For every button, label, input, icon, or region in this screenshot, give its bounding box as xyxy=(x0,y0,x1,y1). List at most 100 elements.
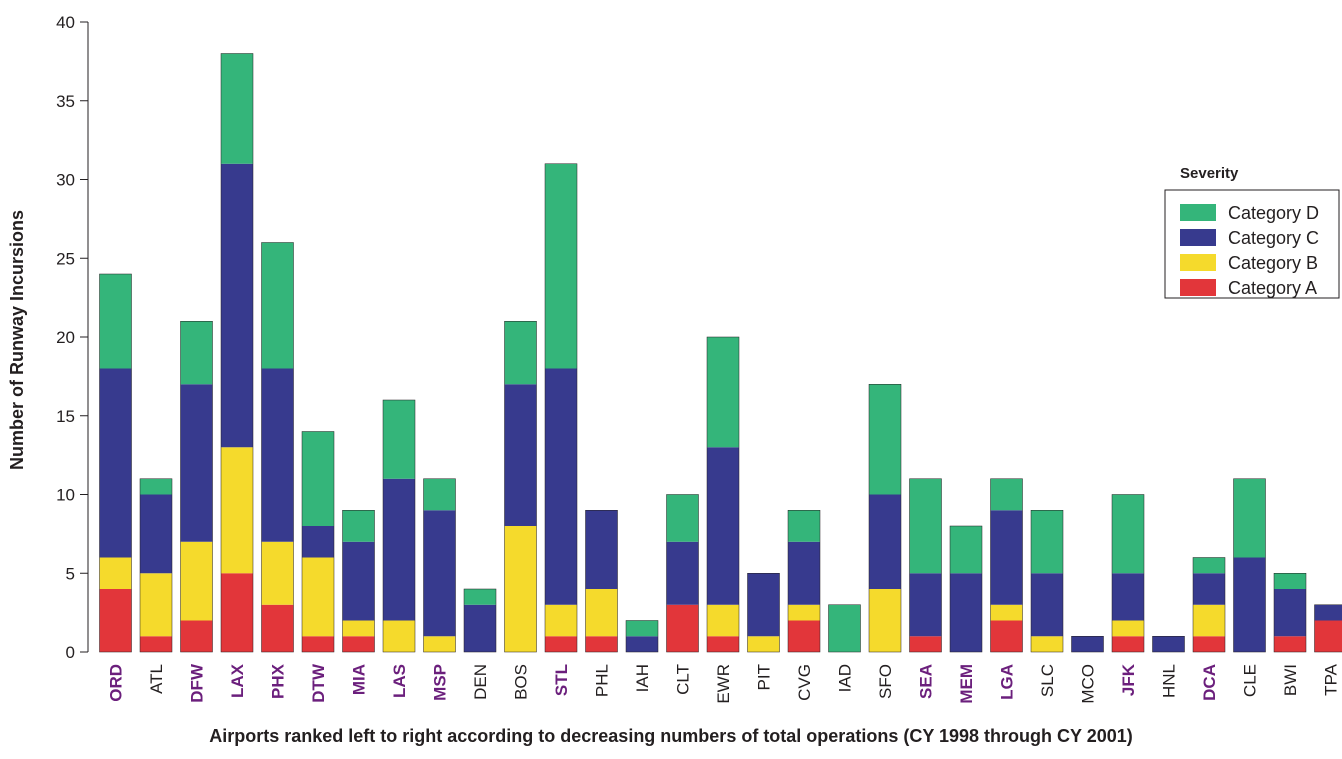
bar-mem-category-d xyxy=(950,526,982,574)
bar-atl-category-d xyxy=(140,478,172,495)
x-axis-labels: ORD ATL DFW LAX PHX DTW MIA LAS MSP DEN BOS STL PHL I… xyxy=(107,663,1341,704)
bar-outline-lga xyxy=(990,478,1023,653)
legend-swatch-category-d xyxy=(1180,204,1216,221)
bar-cvg-category-b xyxy=(788,604,820,621)
bar-outline-slc xyxy=(1030,510,1064,653)
bar-stack-lga xyxy=(990,478,1023,653)
x-tick-label-sfo: SFO xyxy=(876,664,895,699)
legend-items: Category D Category C Category B Category A xyxy=(1180,203,1319,298)
bar-dfw-category-c xyxy=(180,384,213,542)
bar-outline-phl xyxy=(585,510,618,653)
bar-mia-category-b xyxy=(342,620,375,637)
bar-outline-iad xyxy=(828,604,861,653)
bar-tpa-category-a xyxy=(1314,620,1342,652)
bar-outline-tpa xyxy=(1314,604,1342,653)
bar-ord-category-a xyxy=(99,589,132,652)
bar-outline-stl xyxy=(544,163,578,653)
bar-stack-clt xyxy=(666,494,699,653)
x-tick-label-lga: LGA xyxy=(998,664,1017,700)
bar-outline-mem xyxy=(949,525,983,653)
bar-dca-category-c xyxy=(1193,573,1225,605)
bar-ewr-category-d xyxy=(707,337,739,448)
x-tick-label-tpa: TPA xyxy=(1322,663,1341,695)
bar-phx-category-c xyxy=(261,368,294,542)
bar-clt-category-c xyxy=(666,541,699,605)
y-tick-label-0: 0 xyxy=(66,643,75,662)
x-tick-label-sea: SEA xyxy=(917,664,936,699)
bar-mia-category-c xyxy=(342,541,375,621)
bar-pit-category-b xyxy=(747,636,780,652)
bar-stack-sea xyxy=(909,478,942,653)
bar-dca-category-a xyxy=(1193,636,1225,652)
y-axis-title: Number of Runway Incursions xyxy=(7,210,27,470)
bar-stack-bos xyxy=(504,321,537,653)
bar-ewr-category-b xyxy=(707,604,739,637)
x-tick-label-bwi: BWI xyxy=(1281,664,1300,696)
x-tick-label-ewr: EWR xyxy=(714,664,733,704)
bar-outline-atl xyxy=(139,478,173,653)
legend-label-category-b: Category B xyxy=(1228,253,1318,273)
x-tick-label-ord: ORD xyxy=(107,664,126,702)
bar-outline-ord xyxy=(99,273,132,653)
bar-iah-category-c xyxy=(626,636,658,652)
bar-ord-category-c xyxy=(99,368,132,558)
legend-swatch-category-c xyxy=(1180,229,1216,246)
bar-mia-category-d xyxy=(342,510,375,542)
x-tick-label-phl: PHL xyxy=(593,664,612,697)
bar-ord-category-d xyxy=(99,274,132,369)
bar-dfw-category-a xyxy=(180,620,213,652)
bar-stack-phl xyxy=(585,510,618,653)
bar-iad-category-d xyxy=(828,604,861,652)
bar-lax-category-c xyxy=(221,163,253,448)
bar-cvg-category-c xyxy=(788,541,820,605)
bar-stl-category-b xyxy=(545,604,577,637)
bar-ewr-category-a xyxy=(707,636,739,652)
bar-cvg-category-d xyxy=(788,510,820,542)
bar-outline-pit xyxy=(747,573,780,653)
bar-outline-bos xyxy=(504,321,537,653)
bar-jfk-category-a xyxy=(1112,636,1144,652)
bar-msp-category-d xyxy=(423,478,456,511)
bar-stl-category-a xyxy=(545,636,577,652)
bar-outline-dfw xyxy=(180,321,213,653)
bar-outline-hnl xyxy=(1152,636,1185,653)
x-tick-label-clt: CLT xyxy=(674,664,693,695)
bar-outline-bwi xyxy=(1273,573,1307,653)
bar-sea-category-d xyxy=(909,478,942,574)
x-tick-label-jfk: JFK xyxy=(1119,663,1138,696)
bar-dtw-category-b xyxy=(302,557,334,637)
bar-bos-category-b xyxy=(504,526,537,652)
bar-outline-mia xyxy=(342,510,375,653)
bar-stack-iad xyxy=(828,604,861,653)
x-tick-label-den: DEN xyxy=(471,664,490,700)
bar-pit-category-c xyxy=(747,573,780,637)
bar-bwi-category-c xyxy=(1274,589,1306,637)
bar-las-category-c xyxy=(383,478,415,621)
bar-outline-jfk xyxy=(1111,494,1145,653)
bar-stack-lax xyxy=(220,53,254,653)
bar-phl-category-a xyxy=(585,636,618,652)
bar-outline-dca xyxy=(1192,557,1226,653)
bar-outline-ewr xyxy=(706,336,740,653)
y-tick-label-30: 30 xyxy=(56,171,75,190)
legend-title: Severity xyxy=(1180,165,1239,182)
x-tick-label-dfw: DFW xyxy=(188,663,207,703)
bar-stack-mia xyxy=(342,510,375,653)
bar-stack-msp xyxy=(423,478,456,653)
legend-label-category-d: Category D xyxy=(1228,203,1319,223)
x-tick-label-phx: PHX xyxy=(269,663,288,699)
bar-phl-category-b xyxy=(585,589,618,637)
bar-stack-atl xyxy=(139,478,173,653)
bar-slc-category-c xyxy=(1031,573,1063,637)
bar-dtw-category-d xyxy=(302,431,334,526)
bar-outline-clt xyxy=(666,494,699,653)
y-axis: 0 5 10 15 20 25 30 35 40 xyxy=(56,13,89,662)
legend-label-category-a: Category A xyxy=(1228,278,1317,298)
bar-stl-category-c xyxy=(545,368,577,605)
bar-slc-category-b xyxy=(1031,636,1063,652)
bar-sfo-category-d xyxy=(869,384,901,495)
bar-atl-category-a xyxy=(140,636,172,652)
bar-sea-category-c xyxy=(909,573,942,637)
bar-outline-las xyxy=(382,399,416,653)
